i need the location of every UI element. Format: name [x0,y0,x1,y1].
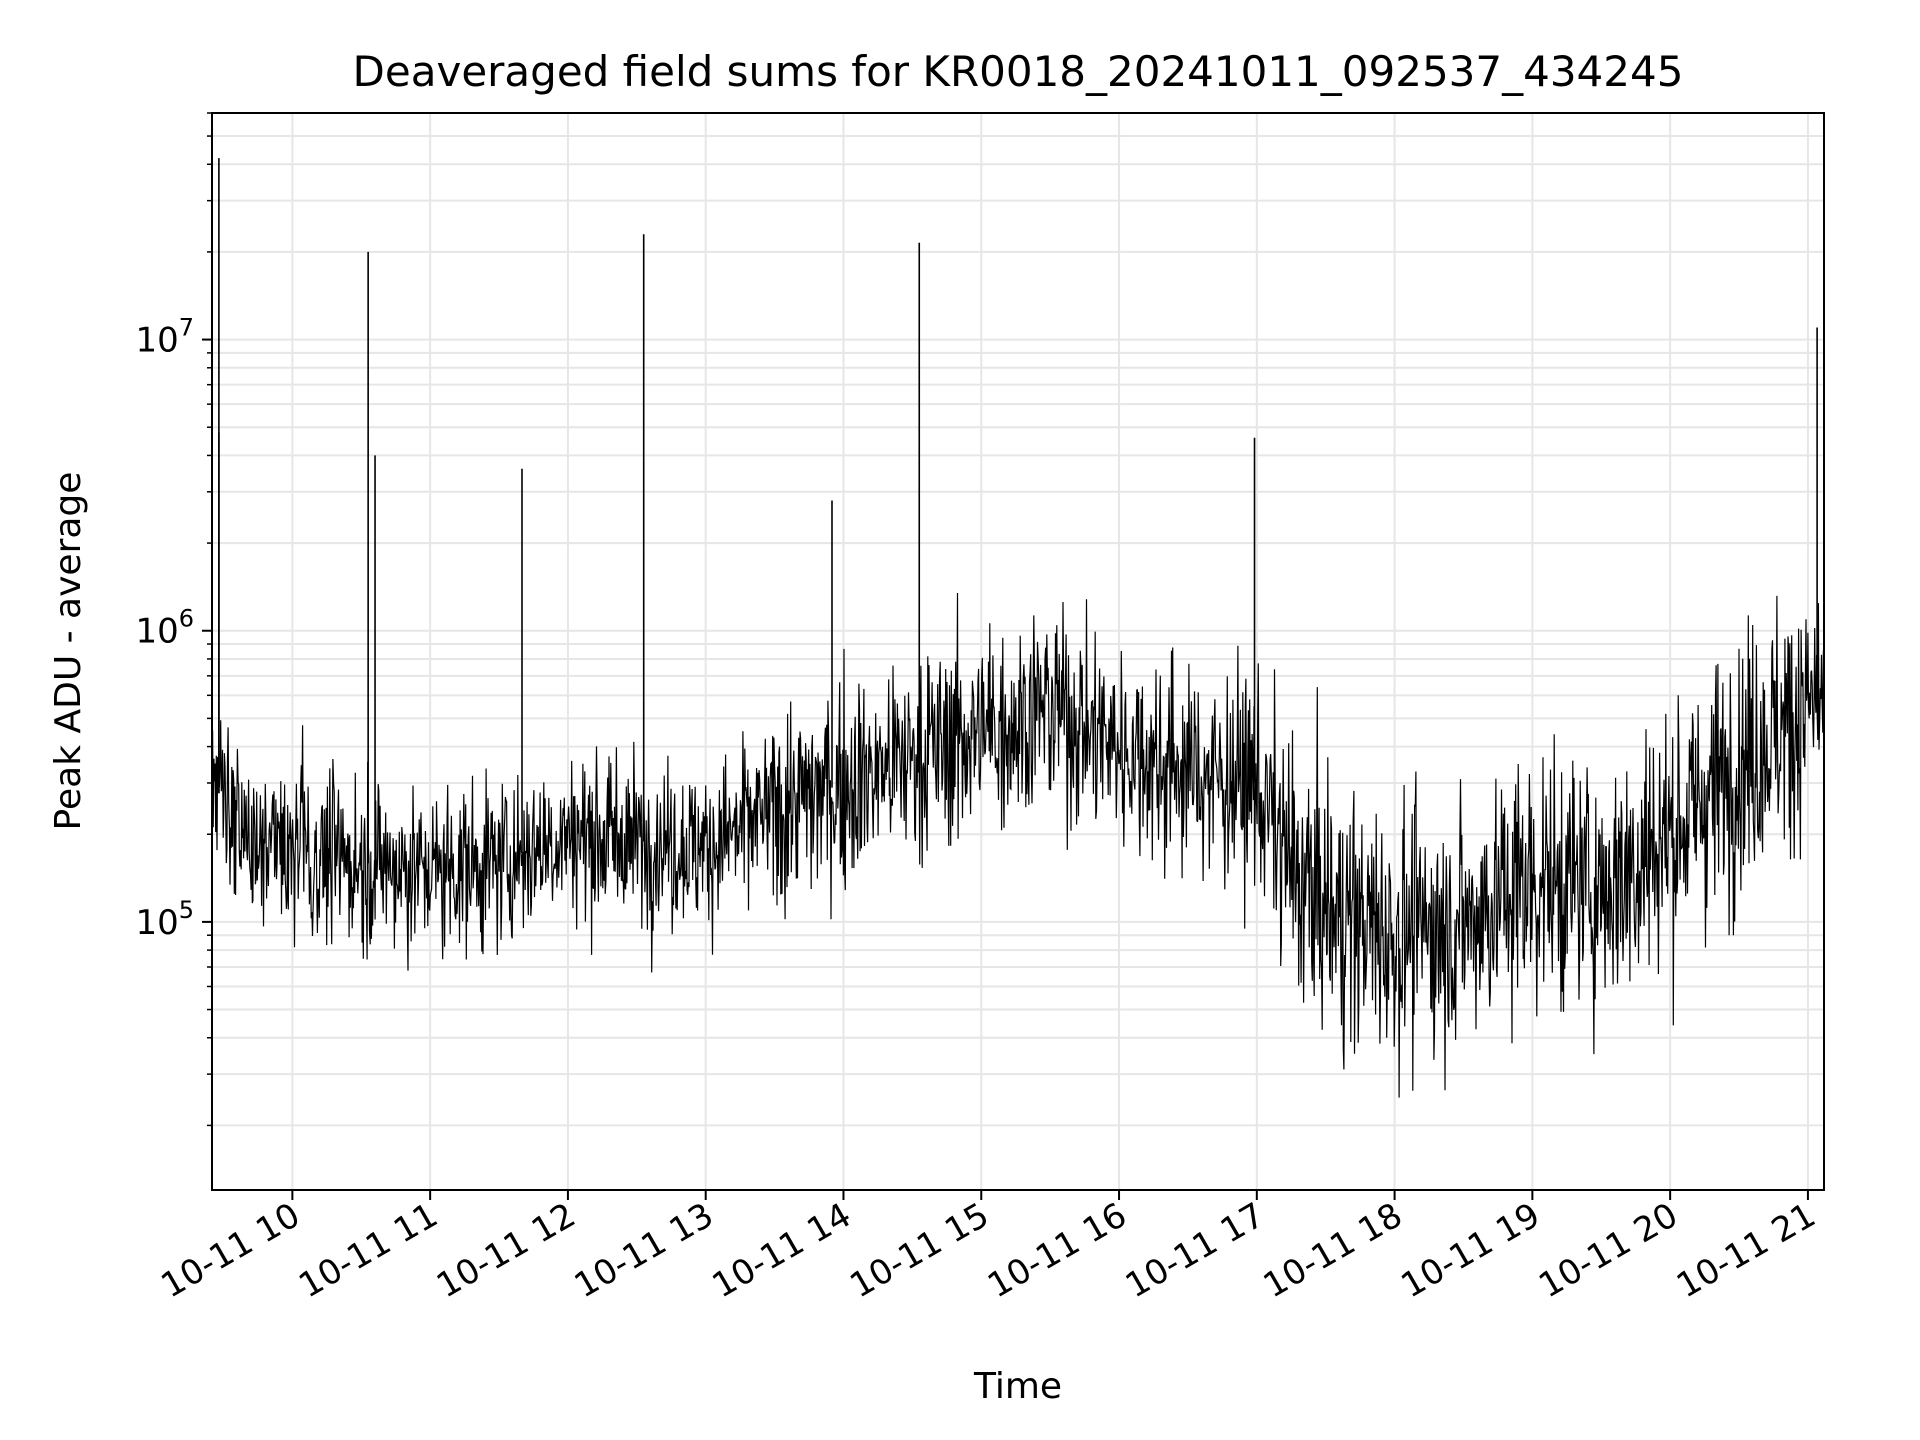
data-series [212,158,1824,1098]
plot-frame [211,112,1825,1191]
x-axis-label: Time [973,1366,1062,1407]
series-line [212,592,1824,1098]
y-axis-ticks: 105 106 107 [135,112,212,1127]
y-axis-label: Peak ADU - average [48,472,89,831]
chart-title: Deaveraged field sums for KR0018_2024101… [353,47,1684,96]
y-tick-label: 107 [135,314,194,361]
y-tick-label: 106 [135,605,194,652]
y-tick-label: 105 [135,896,194,943]
